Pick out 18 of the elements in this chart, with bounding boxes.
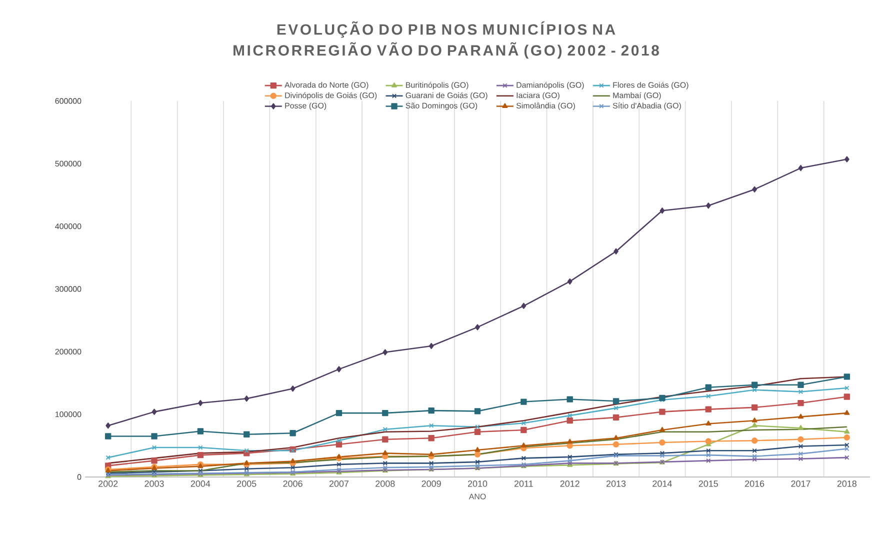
x-tick-label: 2012 [560, 480, 580, 487]
x-tick-label: 2003 [144, 480, 164, 487]
x-tick-label: 2015 [698, 480, 718, 487]
x-tick-label: 2009 [422, 480, 441, 487]
x-tick-label: 2018 [837, 480, 856, 487]
x-tick-label: 2014 [652, 480, 672, 487]
x-tick-label: 2013 [606, 480, 626, 487]
x-tick-label: 2017 [791, 480, 810, 487]
x-tick-label: 2005 [237, 480, 256, 487]
x-tick-label: 2002 [98, 480, 118, 487]
x-tick-label: 2007 [329, 480, 348, 487]
x-tick-label: 2004 [190, 480, 210, 487]
x-tick-label: 2016 [745, 480, 764, 487]
x-tick-label: 2011 [514, 480, 533, 487]
chart-title: EVOLUÇÃO DO PIB NOS MUNICÍPIOS NA MICRORREGIÃO VÃO DO PARANÃ (GO) 2002 - 2018 [234, 21, 659, 59]
x-tick-label: 2006 [283, 480, 302, 487]
x-tick-label: 2010 [468, 480, 488, 487]
x-tick-label: 2008 [376, 480, 395, 487]
